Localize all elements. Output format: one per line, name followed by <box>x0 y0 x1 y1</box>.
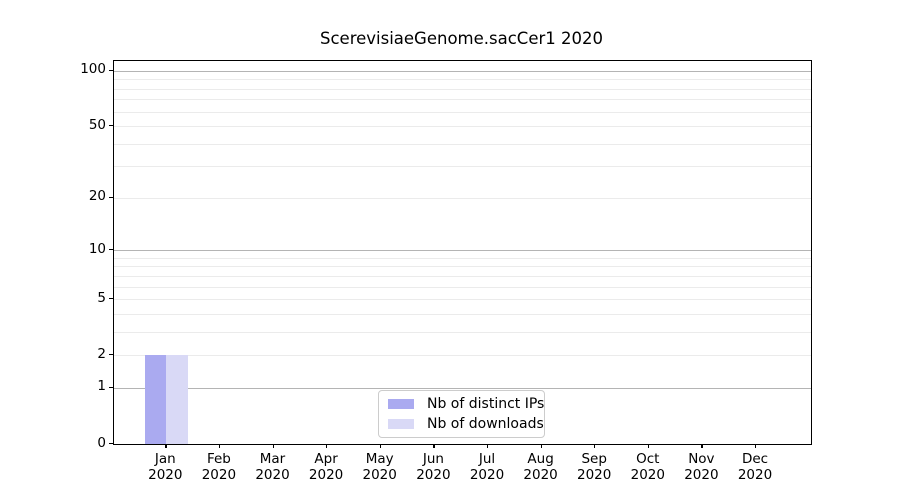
legend-swatch <box>388 418 414 429</box>
chart-title: ScerevisiaeGenome.sacCer1 2020 <box>320 29 603 48</box>
gridline-minor <box>114 331 811 333</box>
legend-item: Nb of distinct IPs <box>388 396 544 412</box>
y-tick <box>109 386 113 389</box>
x-tick-label: Aug 2020 <box>523 451 558 484</box>
x-tick-label: Feb 2020 <box>201 451 237 484</box>
y-tick <box>109 443 113 445</box>
y-tick-label: 10 <box>88 240 106 257</box>
legend-label: Nb of downloads <box>427 415 544 432</box>
gridline-minor <box>114 197 811 199</box>
y-tick-label: 50 <box>88 116 106 133</box>
y-tick <box>109 298 113 300</box>
x-tick-label: Jul 2020 <box>469 451 505 484</box>
y-tick <box>109 354 113 356</box>
y-tick-label: 20 <box>88 188 106 205</box>
gridline-minor <box>114 88 811 90</box>
bar-nb-of-distinct-ips <box>144 355 167 444</box>
x-tick-label: Apr 2020 <box>308 451 344 484</box>
gridline-minor <box>114 275 811 277</box>
gridline-major <box>114 250 811 252</box>
gridline-minor <box>114 99 811 101</box>
plot-area <box>113 60 812 445</box>
x-tick <box>326 444 328 448</box>
x-tick-label: May 2020 <box>362 451 397 484</box>
gridline-minor <box>114 111 811 113</box>
y-tick-label: 0 <box>97 434 106 451</box>
x-tick <box>487 444 489 448</box>
x-tick-label: Mar 2020 <box>255 451 290 484</box>
gridline-minor <box>114 166 811 168</box>
x-tick <box>165 444 167 448</box>
gridline-minor <box>114 266 811 268</box>
y-tick <box>109 249 113 251</box>
y-tick-label: 5 <box>97 289 106 306</box>
gridline-minor <box>114 355 811 357</box>
gridline-minor <box>114 286 811 288</box>
gridline-minor <box>114 257 811 259</box>
x-tick <box>647 444 650 448</box>
x-tick-label: Jun 2020 <box>416 451 451 484</box>
y-tick <box>109 125 113 127</box>
y-tick-label: 1 <box>97 378 106 395</box>
x-tick <box>379 444 381 448</box>
bar-nb-of-downloads <box>166 355 188 444</box>
y-tick <box>109 196 113 199</box>
legend-swatch <box>388 399 414 410</box>
gridline-minor <box>114 126 811 127</box>
x-tick <box>540 444 542 448</box>
x-tick <box>272 444 274 448</box>
y-tick-label: 2 <box>97 345 106 362</box>
legend-item: Nb of downloads <box>388 416 544 432</box>
gridline-minor <box>114 79 811 81</box>
y-tick-label: 100 <box>80 61 106 78</box>
gridline-minor <box>114 143 811 145</box>
x-tick <box>701 444 703 448</box>
x-tick <box>433 444 435 448</box>
x-tick <box>594 444 596 448</box>
legend: Nb of distinct IPs Nb of downloads <box>378 390 545 438</box>
gridline-minor <box>114 299 811 301</box>
y-tick <box>109 69 113 72</box>
legend-label: Nb of distinct IPs <box>427 396 545 413</box>
x-tick <box>755 444 757 448</box>
x-tick-label: Nov 2020 <box>684 451 719 484</box>
x-tick-label: Jan 2020 <box>148 451 183 484</box>
x-tick-label: Oct 2020 <box>630 451 665 484</box>
x-tick-label: Sep 2020 <box>577 451 612 484</box>
x-tick <box>218 444 221 448</box>
x-tick-label: Dec 2020 <box>737 451 773 484</box>
gridline-minor <box>114 313 811 315</box>
gridline-major <box>114 387 811 389</box>
gridline-major <box>114 70 811 72</box>
